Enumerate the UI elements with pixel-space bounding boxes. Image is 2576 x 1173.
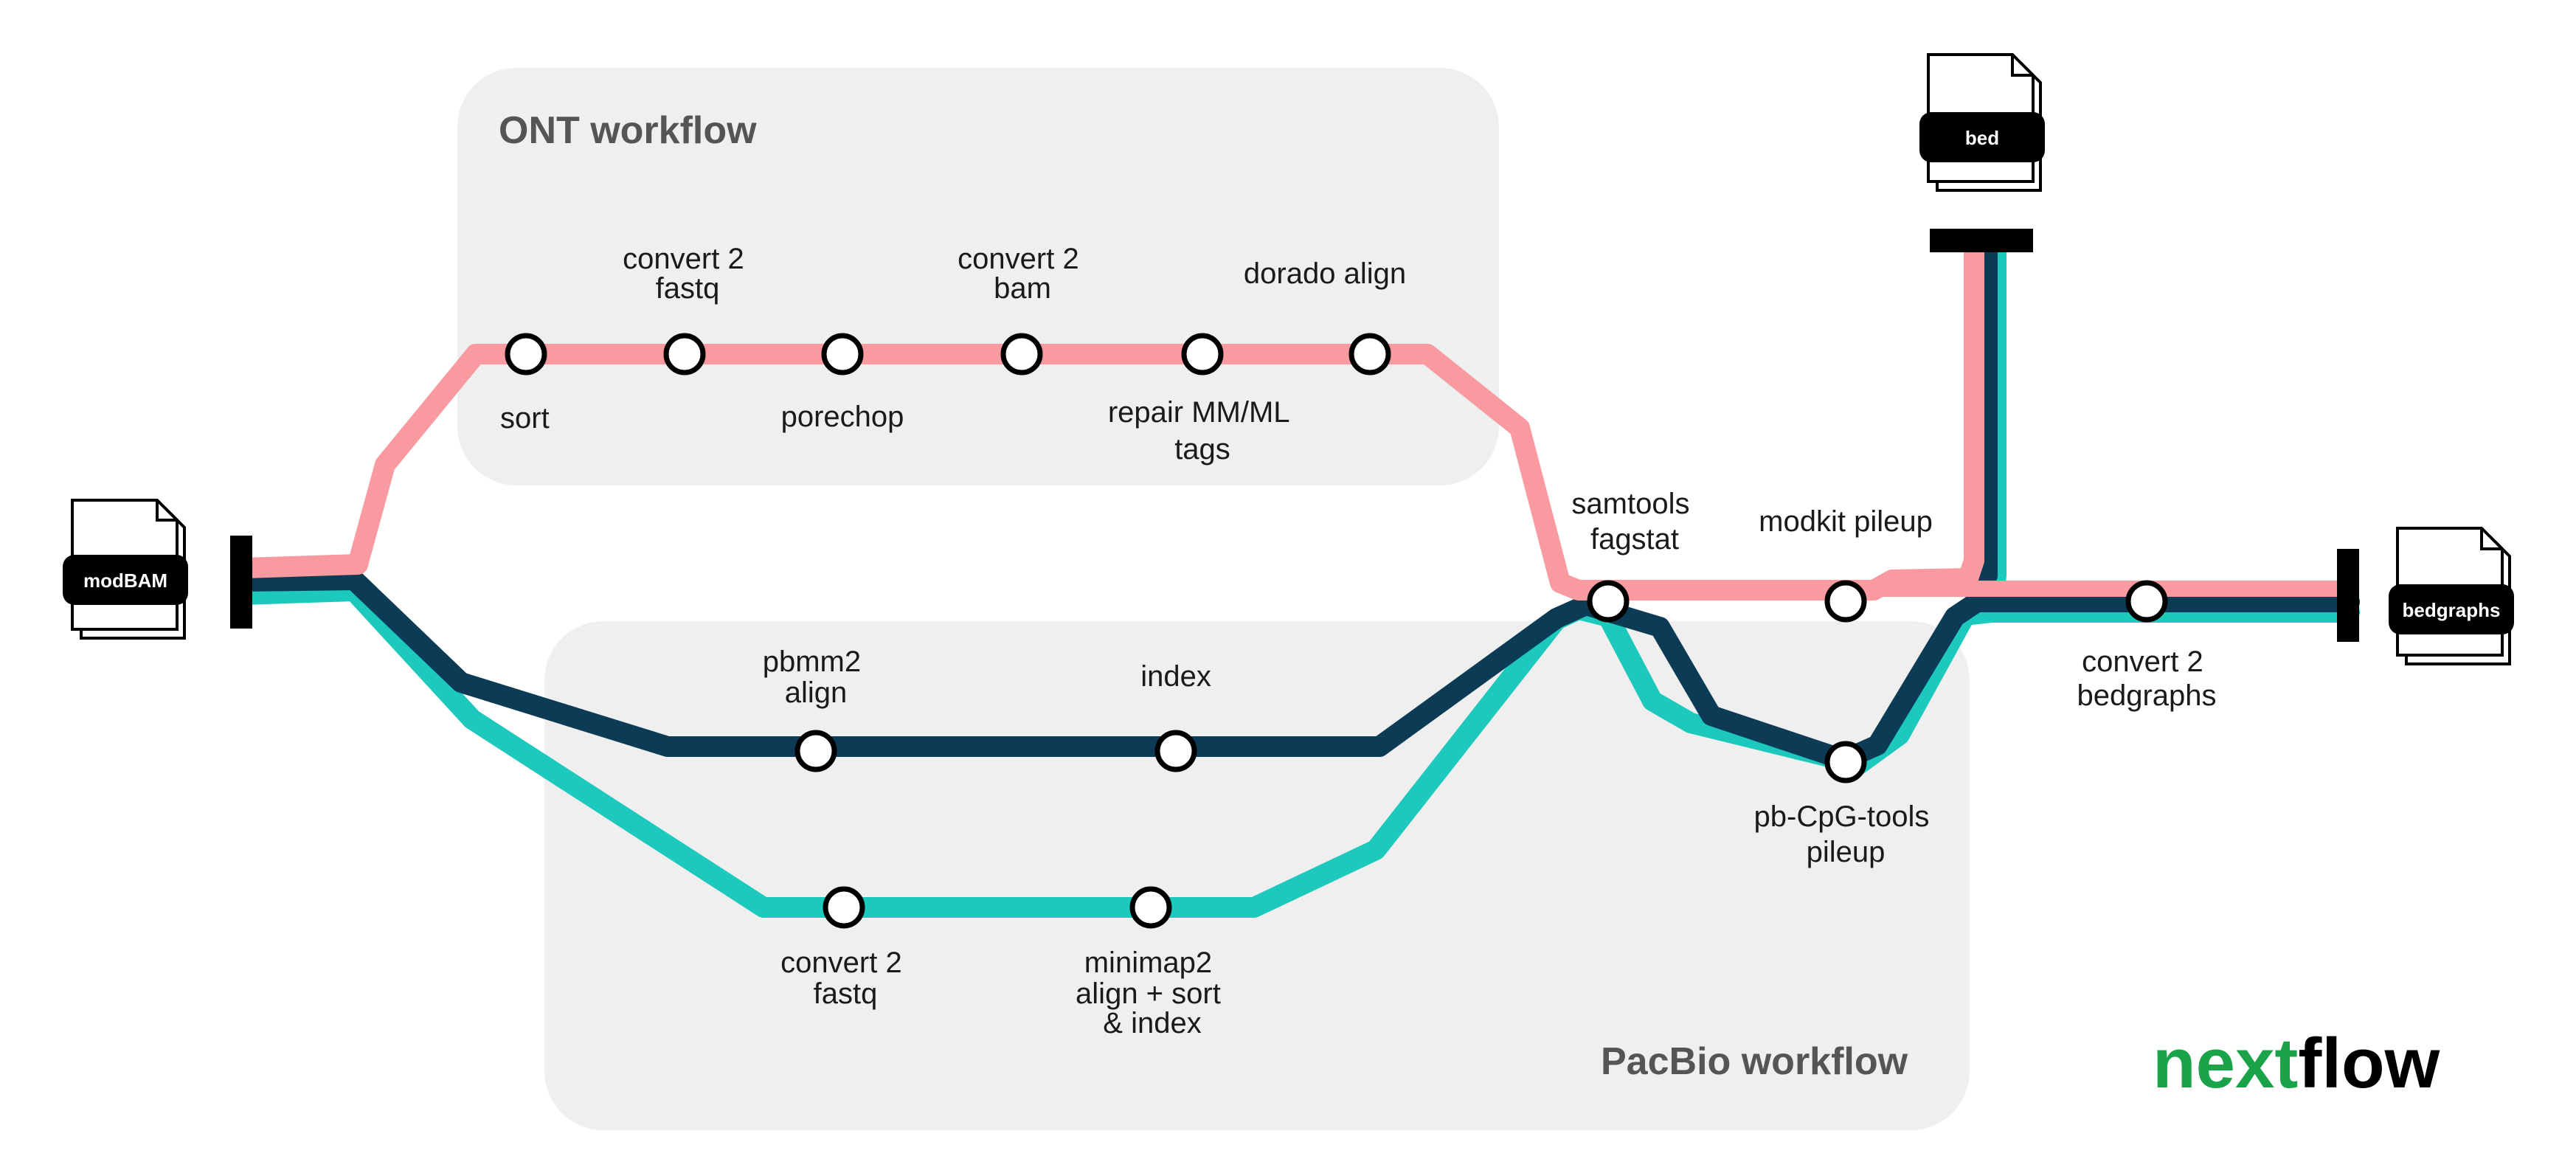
station-index bbox=[1154, 730, 1197, 772]
station-convert-fastq-pb bbox=[823, 886, 865, 929]
label-convert-fastq-ont-line2: fastq bbox=[656, 272, 720, 305]
station-convert-fastq-ont bbox=[663, 333, 706, 376]
bed-file-icon bbox=[1919, 53, 2045, 192]
label-convert-bedgraphs-line2: bedgraphs bbox=[2077, 679, 2216, 712]
bedgraphs-file-label: bedgraphs bbox=[2403, 599, 2501, 621]
ont-workflow-title: ONT workflow bbox=[499, 109, 757, 152]
label-pbmm2-line1: pbmm2 bbox=[763, 646, 861, 678]
label-samtools: samtools fagstat bbox=[1571, 488, 1697, 556]
input-terminal-bar bbox=[230, 536, 252, 629]
station-convert-bedgraphs bbox=[2125, 580, 2168, 623]
station-repair-tags bbox=[1181, 333, 1224, 376]
ont-workflow-box bbox=[457, 68, 1499, 485]
label-convert-fastq-ont-line1: convert 2 bbox=[623, 243, 744, 275]
label-index: index bbox=[1140, 660, 1211, 693]
modbam-file-icon bbox=[63, 499, 188, 640]
modbam-file-label: modBAM bbox=[83, 570, 167, 592]
ont-route-line bbox=[233, 241, 1984, 601]
label-repair-tags-line2: tags bbox=[1174, 433, 1230, 466]
label-minimap2-line2: align + sort bbox=[1076, 977, 1221, 1010]
nextflow-logo-next: next bbox=[2153, 1024, 2298, 1103]
label-modkit: modkit pileup bbox=[1759, 505, 1933, 538]
label-convert-fastq-ont: convert 2 fastq bbox=[623, 243, 752, 305]
station-porechop bbox=[821, 333, 864, 376]
nextflow-logo-flow: flow bbox=[2298, 1024, 2440, 1103]
label-pbmm2: pbmm2 align bbox=[763, 646, 870, 709]
bedgraphs-file-icon bbox=[2389, 527, 2514, 665]
station-sort bbox=[505, 333, 547, 376]
label-minimap2-line1: minimap2 bbox=[1084, 947, 1212, 979]
bedgraphs-terminal-bar bbox=[2337, 549, 2359, 642]
label-minimap2-line3: & index bbox=[1103, 1007, 1201, 1039]
station-convert-bam bbox=[1000, 333, 1043, 376]
pacbio-workflow-title: PacBio workflow bbox=[1601, 1040, 1908, 1083]
label-pbmm2-line2: align bbox=[785, 677, 848, 709]
station-modkit bbox=[1824, 580, 1867, 623]
label-convert-bedgraphs-line1: convert 2 bbox=[2082, 646, 2203, 678]
label-convert-fastq-pb: convert 2 fastq bbox=[780, 947, 910, 1010]
bed-file-label: bed bbox=[1965, 127, 1999, 149]
label-repair-tags: repair MM/ML tags bbox=[1108, 396, 1297, 466]
label-samtools-line2: fagstat bbox=[1590, 523, 1679, 556]
label-convert-fastq-pb-line1: convert 2 bbox=[780, 947, 902, 979]
label-convert-bam-line2: bam bbox=[994, 272, 1051, 305]
label-porechop: porechop bbox=[781, 401, 904, 433]
station-dorado-align bbox=[1348, 333, 1391, 376]
label-repair-tags-line1: repair MM/ML bbox=[1108, 396, 1289, 429]
label-pbcpg-line2: pileup bbox=[1807, 836, 1886, 868]
label-samtools-line1: samtools bbox=[1571, 488, 1689, 520]
label-convert-bam: convert 2 bam bbox=[958, 243, 1087, 305]
station-minimap2 bbox=[1129, 886, 1172, 929]
label-convert-bam-line1: convert 2 bbox=[958, 243, 1079, 275]
bed-terminal-bar bbox=[1930, 229, 2033, 252]
nextflow-logo: nextflow bbox=[2153, 1024, 2440, 1103]
label-convert-bedgraphs: convert 2 bedgraphs bbox=[2077, 646, 2216, 712]
label-dorado-align: dorado align bbox=[1244, 257, 1406, 290]
label-convert-fastq-pb-line2: fastq bbox=[814, 977, 878, 1010]
label-pbcpg: pb-CpG-tools pileup bbox=[1754, 800, 1938, 868]
station-pbmm2 bbox=[794, 730, 837, 772]
label-minimap2: minimap2 align + sort & index bbox=[1076, 947, 1229, 1039]
station-samtools bbox=[1587, 580, 1630, 623]
station-pbcpg bbox=[1824, 741, 1867, 783]
label-sort: sort bbox=[500, 402, 550, 435]
label-pbcpg-line1: pb-CpG-tools bbox=[1754, 800, 1930, 833]
